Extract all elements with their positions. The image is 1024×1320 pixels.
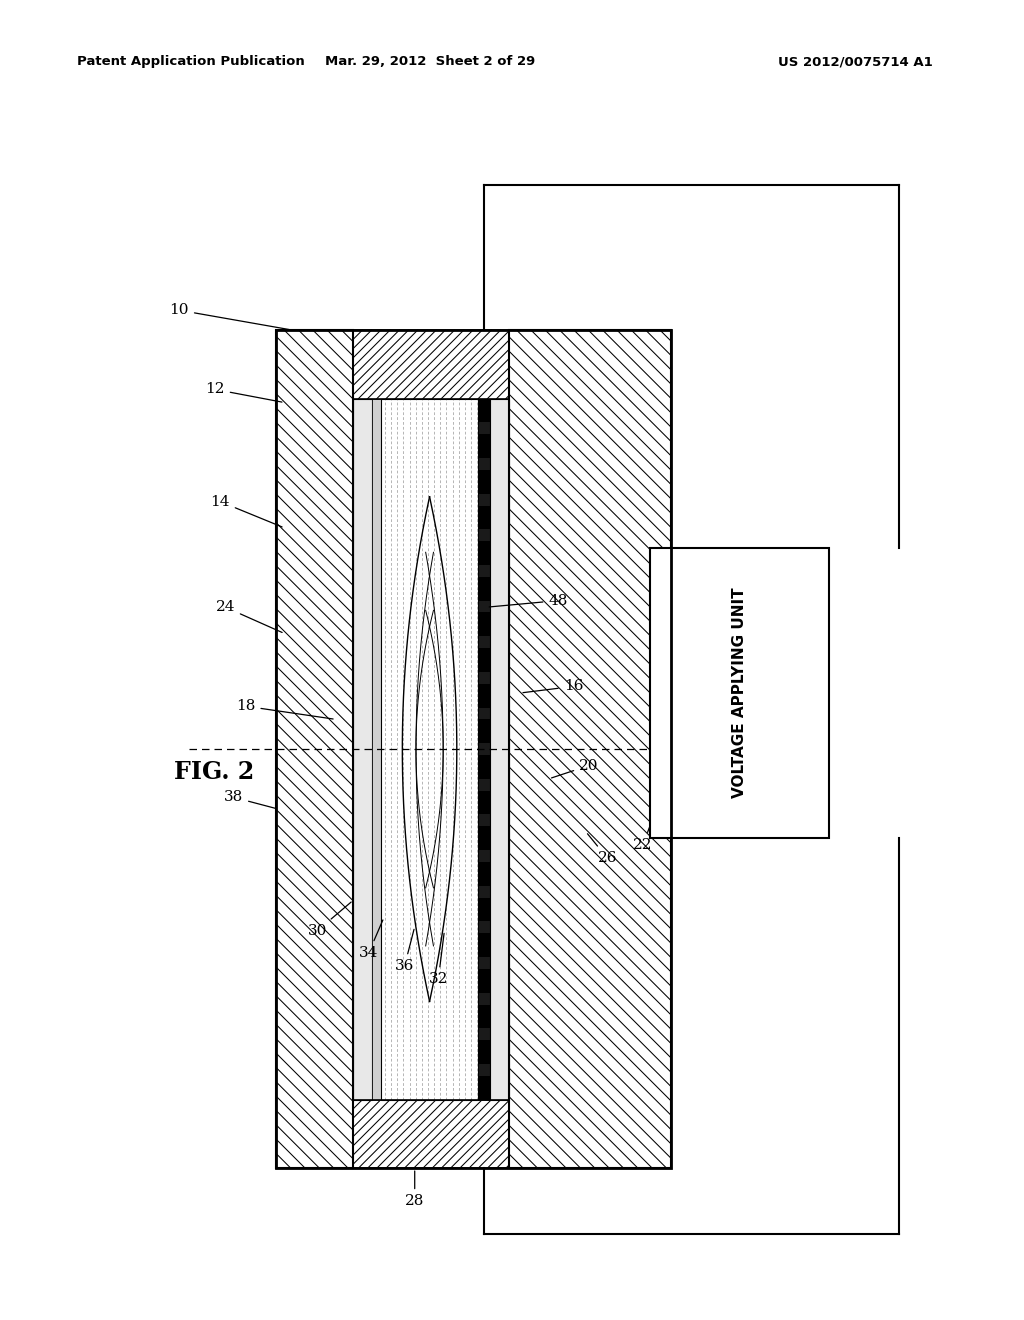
Bar: [509, 330, 671, 1168]
Bar: [372, 399, 381, 1100]
Bar: [478, 755, 490, 779]
Text: Patent Application Publication: Patent Application Publication: [77, 55, 304, 69]
Bar: [478, 898, 490, 921]
Bar: [478, 399, 490, 422]
Bar: [478, 541, 490, 565]
Bar: [478, 933, 490, 957]
Bar: [478, 612, 490, 636]
Text: 18: 18: [237, 700, 333, 719]
Bar: [478, 969, 490, 993]
Text: 28: 28: [406, 1171, 424, 1208]
Bar: [381, 399, 478, 1100]
Text: FIG. 2: FIG. 2: [174, 760, 254, 784]
Text: VOLTAGE APPLYING UNIT: VOLTAGE APPLYING UNIT: [732, 587, 748, 799]
Bar: [353, 330, 509, 399]
Bar: [276, 330, 353, 1168]
Text: Mar. 29, 2012  Sheet 2 of 29: Mar. 29, 2012 Sheet 2 of 29: [325, 55, 536, 69]
Bar: [478, 1040, 490, 1064]
Bar: [478, 434, 490, 458]
Bar: [478, 577, 490, 601]
Bar: [478, 648, 490, 672]
Text: 22: 22: [633, 828, 653, 851]
Text: 48: 48: [489, 594, 567, 607]
Text: 10: 10: [169, 304, 289, 330]
Text: 26: 26: [588, 834, 617, 865]
Bar: [509, 330, 671, 1168]
Text: 34: 34: [359, 920, 383, 960]
Text: 12: 12: [205, 383, 282, 403]
Text: 38: 38: [224, 791, 275, 808]
Text: 32: 32: [429, 933, 447, 986]
Bar: [478, 862, 490, 886]
Text: 20: 20: [552, 759, 599, 777]
Bar: [276, 330, 671, 1168]
Text: 16: 16: [523, 680, 584, 693]
Bar: [353, 399, 372, 1100]
Bar: [478, 791, 490, 814]
Text: 36: 36: [395, 929, 414, 973]
Bar: [478, 826, 490, 850]
Bar: [276, 330, 353, 1168]
Bar: [353, 1100, 509, 1168]
Bar: [353, 1100, 509, 1168]
Bar: [353, 330, 509, 399]
Bar: [478, 1005, 490, 1028]
Bar: [478, 506, 490, 529]
Bar: [478, 719, 490, 743]
Text: US 2012/0075714 A1: US 2012/0075714 A1: [778, 55, 933, 69]
Text: 14: 14: [210, 495, 282, 527]
Bar: [478, 470, 490, 494]
Text: 30: 30: [308, 902, 351, 937]
Bar: [478, 684, 490, 708]
Bar: [490, 399, 509, 1100]
Bar: [478, 399, 490, 1100]
Text: 24: 24: [215, 601, 283, 632]
Bar: [478, 1076, 490, 1100]
Bar: [650, 548, 829, 838]
